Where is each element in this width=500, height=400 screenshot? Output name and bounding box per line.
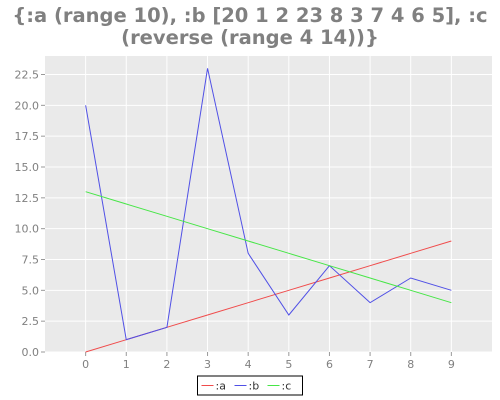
y-tick-label: 17.5 (15, 130, 40, 143)
x-tick-label: 9 (448, 358, 455, 371)
x-tick-label: 1 (123, 358, 130, 371)
x-tick-label: 6 (326, 358, 333, 371)
legend-label: :a (216, 380, 226, 393)
chart-title-line-2: (reverse (range 4 14))} (121, 26, 379, 49)
y-tick-label: 12.5 (15, 192, 40, 205)
x-tick-label: 4 (245, 358, 252, 371)
legend: :a :b :c (197, 375, 303, 396)
axes: 0.0 2.5 5.0 7.5 10.0 12.5 15.0 17.5 20.0 22.5 0 1 2 3… (15, 69, 455, 372)
y-tick-label: 5.0 (22, 284, 40, 297)
y-tick-label: 7.5 (22, 254, 40, 267)
x-tick-label: 0 (82, 358, 89, 371)
y-tick-label: 10.0 (15, 223, 40, 236)
y-tick-label: 20.0 (15, 99, 40, 112)
y-tick-label: 22.5 (15, 69, 40, 82)
series-line (85, 68, 452, 341)
series-line (85, 191, 452, 304)
y-tick-label: 15.0 (15, 161, 40, 174)
legend-label: :c (282, 380, 292, 393)
x-tick-label: 5 (285, 358, 292, 371)
series-lines (85, 68, 452, 353)
chart-title-line-1: {:a (range 10), :b [20 1 2 23 8 3 7 4 6 … (12, 4, 488, 27)
x-tick-label: 2 (163, 358, 170, 371)
y-tick-label: 0.0 (22, 346, 40, 359)
x-tick-label: 3 (204, 358, 211, 371)
plot-background (45, 56, 492, 352)
x-tick-label: 7 (367, 358, 374, 371)
y-tick-label: 2.5 (22, 315, 40, 328)
legend-label: :b (249, 380, 260, 393)
x-tick-label: 8 (407, 358, 414, 371)
legend-box (197, 375, 303, 396)
